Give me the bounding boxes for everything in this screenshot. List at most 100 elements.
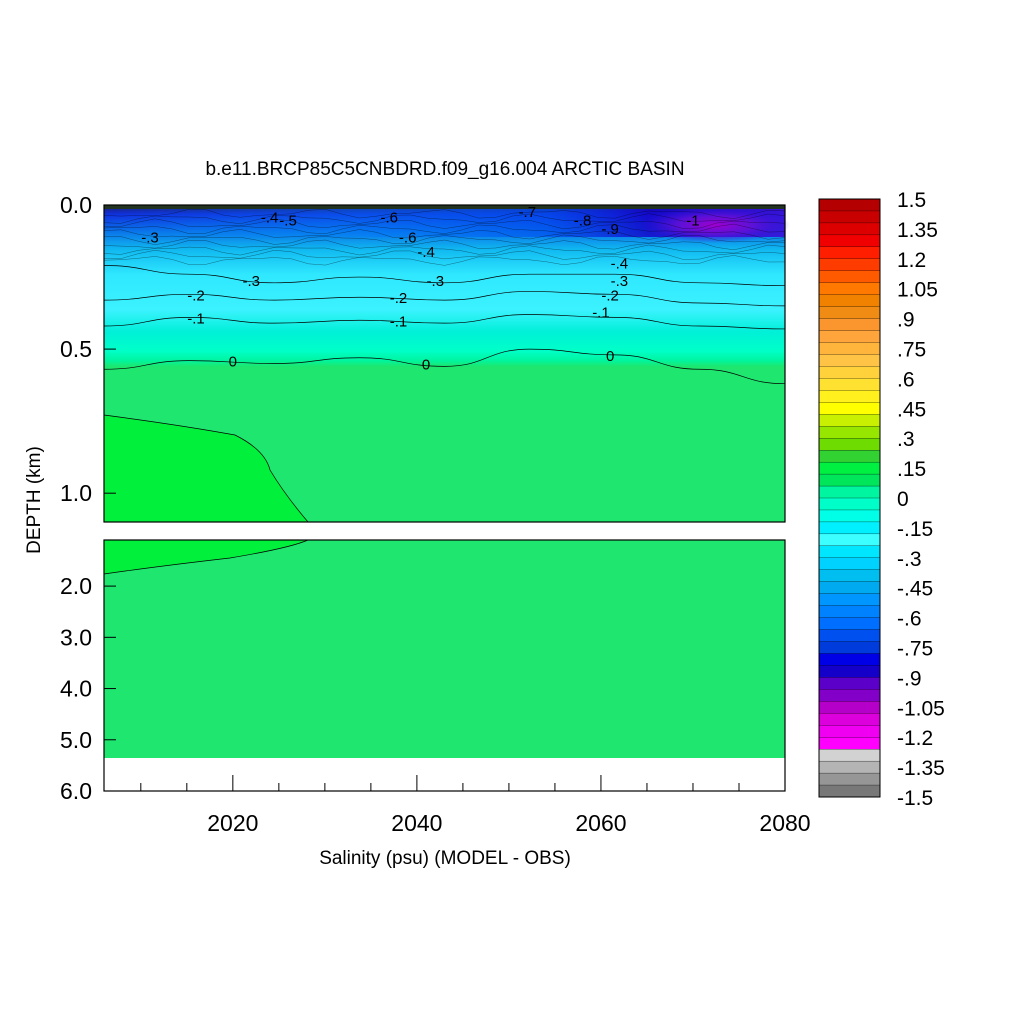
y-tick-label: 6.0 [60, 778, 92, 804]
colorbar-swatch [818, 318, 881, 332]
x-tick-label: 2080 [759, 810, 810, 836]
shallow-contour-line [103, 249, 786, 260]
colorbar-swatch [818, 557, 881, 571]
chart-title: b.e11.BRCP85C5CNBDRD.f09_g16.004 ARCTIC … [205, 159, 684, 180]
y-tick-label: 4.0 [60, 676, 92, 702]
lower-y-axis: 2.0 3.0 4.0 5.0 6.0 [60, 573, 116, 804]
y-tick-label: 2.0 [60, 573, 92, 599]
colorbar-swatch [818, 653, 881, 666]
colorbar-swatch [818, 677, 881, 690]
colorbar-swatch [818, 426, 881, 439]
contour-label: -.9 [601, 221, 619, 238]
colorbar-frame [818, 198, 881, 798]
colorbar-swatch [818, 473, 881, 487]
contour-label: -.4 [417, 244, 435, 261]
shallow-anomaly-center [640, 207, 790, 243]
contour-labels: 0 00-.1 -.1-.1-.2 -.2 -.2-.3-.3 -.3 -.3-.4-.4-… [141, 204, 699, 374]
colorbar-label: -.15 [897, 518, 933, 541]
upper-panel: 0 00-.1 -.1-.1-.2 -.2 -.2-.3-.3 -.3 -.3-.4-.4-… [60, 192, 790, 523]
colorbar-swatch [818, 509, 881, 523]
colorbar-swatch [818, 689, 881, 702]
colorbar-swatch [818, 749, 881, 762]
colorbar-swatch [818, 246, 881, 260]
colorbar-label: -.6 [897, 608, 922, 631]
colorbar-label: -1.2 [897, 727, 933, 750]
colorbar-swatches [818, 198, 881, 798]
shallow-contour-line [103, 223, 786, 235]
x-tick-label: 2040 [391, 810, 442, 836]
y-tick-label: 3.0 [60, 624, 92, 650]
colorbar-label: -.75 [897, 638, 933, 661]
colorbar-label: .3 [897, 428, 915, 451]
colorbar-swatch [818, 772, 881, 786]
surface-layer [104, 205, 785, 209]
lower-panel: 2.0 3.0 4.0 5.0 6.0 2020 2040 2060 2080 [60, 539, 811, 836]
y-axis-label: DEPTH (km) [24, 446, 45, 554]
contour-label: -.2 [601, 287, 619, 304]
colorbar-swatch [818, 294, 881, 308]
colorbar-swatch [818, 605, 881, 619]
colorbar-swatch [818, 210, 881, 224]
contour-label: -.3 [611, 273, 629, 290]
colorbar-label: .9 [897, 309, 915, 332]
y-tick-label: 0.0 [60, 192, 92, 218]
colorbar-swatch [818, 342, 881, 355]
contour-label: -.1 [187, 310, 205, 327]
colorbar-swatch [818, 198, 881, 212]
deep-positive-patch-lower [103, 539, 309, 575]
colorbar-label: .45 [897, 398, 926, 421]
contour-label: -.3 [242, 273, 260, 290]
contour-label: -.8 [574, 212, 592, 229]
contour-label: -.1 [592, 305, 610, 322]
colorbar-swatch [818, 234, 881, 248]
colorbar-swatch [818, 737, 881, 750]
contour-line [103, 314, 786, 330]
colorbar-swatch [818, 450, 881, 463]
colorbar-swatch [818, 581, 881, 595]
shallow-contour-line [103, 239, 786, 251]
y-tick-label: 5.0 [60, 727, 92, 753]
colorbar-swatch [818, 270, 881, 284]
colorbar-swatch [818, 485, 881, 499]
x-tick-label: 2060 [575, 810, 626, 836]
colorbar-swatch [818, 725, 881, 738]
contour-label: -.7 [519, 204, 537, 221]
contour-label: -.6 [399, 230, 417, 247]
colorbar-swatch [818, 378, 881, 391]
contour-label: -.3 [141, 230, 159, 247]
contour-label: -.2 [187, 287, 205, 304]
colorbar-swatch [818, 665, 881, 678]
lower-panel-frame [103, 539, 786, 792]
colorbar-swatch [818, 545, 881, 559]
shallow-contour-line [103, 213, 786, 225]
colorbar-swatch [818, 306, 881, 320]
shallow-contour-line [103, 208, 786, 219]
colorbar-label: 0 [897, 488, 909, 511]
colorbar-label: -.45 [897, 578, 933, 601]
contour-label: -.6 [381, 210, 399, 227]
contour-label: 0 [422, 357, 430, 374]
colorbar-swatch [818, 593, 881, 607]
lower-panel-background [104, 540, 785, 758]
colorbar-swatch [818, 641, 881, 654]
colorbar-swatch [818, 258, 881, 272]
colorbar-label: 1.35 [897, 219, 938, 242]
contour-line [103, 348, 786, 385]
colorbar-swatch [818, 629, 881, 642]
x-tick-label: 2020 [207, 810, 258, 836]
shallow-contour-line [103, 255, 786, 266]
colorbar-labels: 1.5 1.35 1.2 1.05 .9 .75 .6 .45 .3 .15 0 -.15 -.3 -.4… [897, 189, 945, 810]
shallow-contour-line [103, 229, 786, 240]
colorbar-label: .75 [897, 339, 926, 362]
colorbar-label: -1.35 [897, 757, 945, 780]
contour-label: -1 [686, 212, 699, 229]
colorbar-swatch [818, 760, 881, 774]
contour-line [103, 291, 786, 307]
shallow-contour-line [103, 244, 786, 256]
colorbar-swatch [818, 282, 881, 296]
contour-label: -.4 [611, 256, 629, 273]
x-axis-label: Salinity (psu) (MODEL - OBS) [319, 848, 571, 869]
colorbar-swatch [818, 617, 881, 631]
contour-label: 0 [606, 348, 614, 365]
contour-label: -.1 [390, 313, 408, 330]
